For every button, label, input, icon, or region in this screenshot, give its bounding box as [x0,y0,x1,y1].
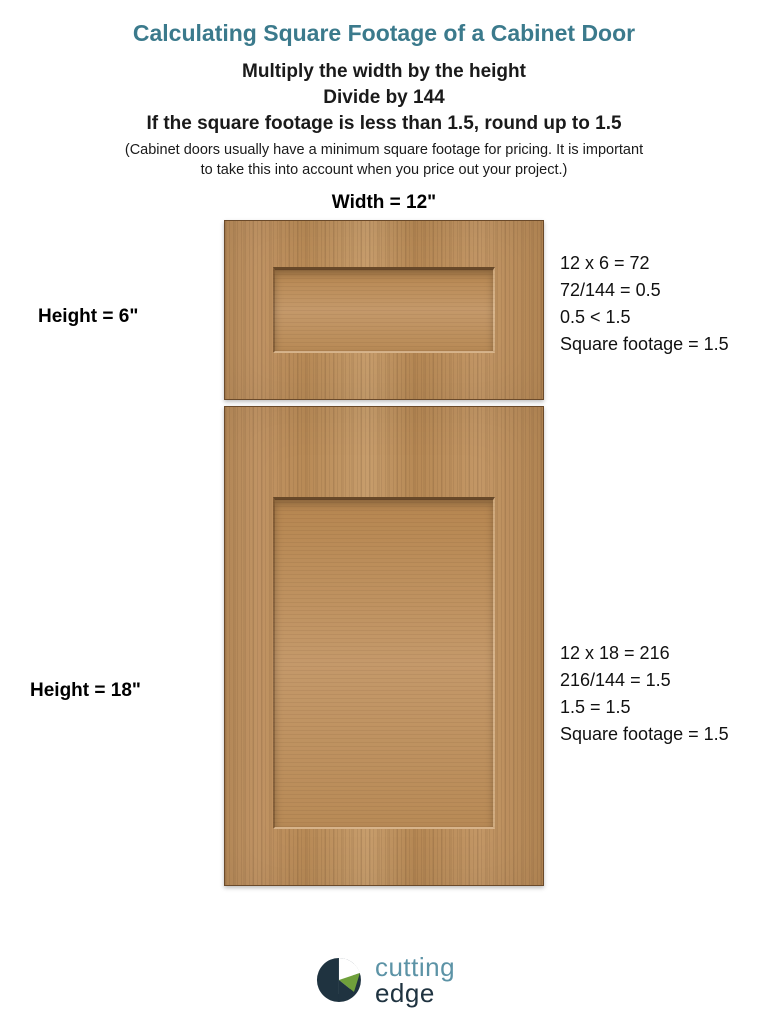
page-title: Calculating Square Footage of a Cabinet … [0,0,768,47]
height-label-top: Height = 6" [38,306,138,328]
width-label: Width = 12" [0,192,768,214]
calc-top-line4: Square footage = 1.5 [560,331,729,358]
logo-word-1: cutting [375,954,455,980]
calc-bottom-line3: 1.5 = 1.5 [560,694,729,721]
logo-mark-icon [313,954,365,1006]
logo-text: cutting edge [375,954,455,1006]
pricing-note: (Cabinet doors usually have a minimum sq… [0,141,768,180]
instructions-block: Multiply the width by the height Divide … [0,61,768,135]
drawer-recess-top [273,267,495,353]
cabinet-door-bottom [224,406,544,886]
calc-bottom-line2: 216/144 = 1.5 [560,667,729,694]
cabinet [224,220,544,886]
calculation-bottom: 12 x 18 = 216 216/144 = 1.5 1.5 = 1.5 Sq… [560,640,729,748]
instruction-line-3: If the square footage is less than 1.5, … [0,113,768,135]
calc-bottom-line4: Square footage = 1.5 [560,721,729,748]
calc-bottom-line1: 12 x 18 = 216 [560,640,729,667]
instruction-line-1: Multiply the width by the height [0,61,768,83]
calculation-top: 12 x 6 = 72 72/144 = 0.5 0.5 < 1.5 Squar… [560,250,729,358]
cabinet-diagram: Height = 6" Height = 18" 12 x 6 = 72 72/… [0,220,768,886]
instruction-line-2: Divide by 144 [0,87,768,109]
drawer-front-top [224,220,544,400]
calc-top-line1: 12 x 6 = 72 [560,250,729,277]
logo-word-2: edge [375,980,455,1006]
calc-top-line3: 0.5 < 1.5 [560,304,729,331]
brand-logo: cutting edge [313,954,455,1006]
height-label-bottom: Height = 18" [30,680,141,702]
door-recess-bottom [273,497,495,829]
calc-top-line2: 72/144 = 0.5 [560,277,729,304]
